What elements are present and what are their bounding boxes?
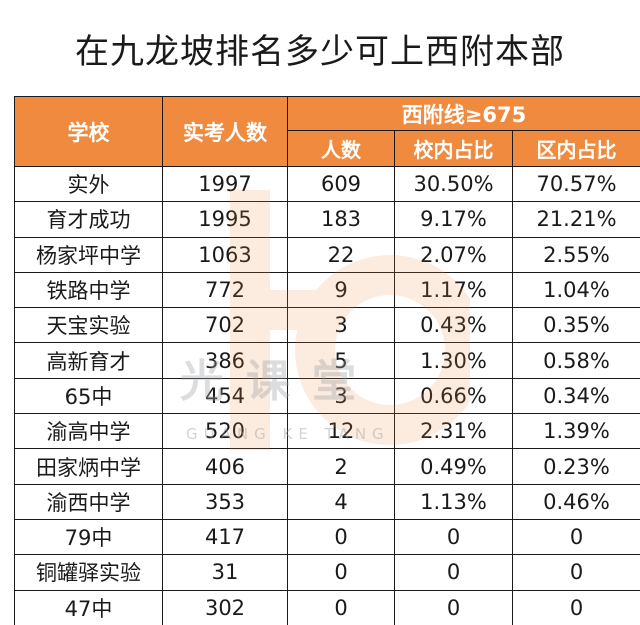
cell-school-ratio: 1.30% (394, 342, 513, 379)
cell-district-ratio: 2.55% (512, 236, 640, 273)
cell-district-ratio: 0.35% (512, 307, 640, 344)
header-school: 学校 (14, 96, 163, 167)
cell-people: 22 (287, 236, 395, 273)
cell-actual-count: 417 (162, 518, 288, 556)
cell-people: 4 (287, 483, 395, 520)
cell-actual-count: 702 (162, 307, 288, 344)
table-row: 渝高中学 520 12 2.31% 1.39% (14, 413, 640, 450)
cell-school-ratio: 0 (394, 518, 513, 556)
cell-people: 3 (287, 377, 395, 415)
page-title: 在九龙坡排名多少可上西附本部 (75, 31, 565, 72)
cell-district-ratio: 0.34% (512, 377, 640, 415)
cell-district-ratio: 0.58% (512, 342, 640, 379)
cell-school-ratio: 0 (394, 554, 513, 591)
table-row: 杨家坪中学 1063 22 2.07% 2.55% (14, 236, 640, 273)
cell-school-ratio: 0.66% (394, 377, 513, 415)
cell-actual-count: 1063 (162, 236, 288, 273)
cell-school-ratio: 0 (394, 589, 513, 625)
cell-school: 渝高中学 (14, 413, 163, 450)
table-row: 天宝实验 702 3 0.43% 0.35% (14, 307, 640, 344)
cell-district-ratio: 21.21% (512, 201, 640, 238)
cell-school: 79中 (14, 518, 163, 556)
cell-school-ratio: 2.31% (394, 413, 513, 450)
header-school-ratio: 校内占比 (394, 130, 513, 167)
cell-people: 183 (287, 201, 395, 238)
cell-people: 2 (287, 448, 395, 485)
cell-school-ratio: 2.07% (394, 236, 513, 273)
table-row: 铜罐驿实验 31 0 0 0 (14, 554, 640, 591)
cell-people: 5 (287, 342, 395, 379)
cell-actual-count: 386 (162, 342, 288, 379)
cell-school: 天宝实验 (14, 307, 163, 344)
cell-people: 3 (287, 307, 395, 344)
cell-people: 609 (287, 165, 395, 203)
cell-school: 田家炳中学 (14, 448, 163, 485)
cell-people: 0 (287, 589, 395, 625)
cell-school-ratio: 9.17% (394, 201, 513, 238)
cell-district-ratio: 70.57% (512, 165, 640, 203)
table-row: 79中 417 0 0 0 (14, 518, 640, 556)
cell-people: 12 (287, 413, 395, 450)
table-row: 高新育才 386 5 1.30% 0.58% (14, 342, 640, 379)
header-actual-count: 实考人数 (162, 96, 288, 167)
cell-actual-count: 406 (162, 448, 288, 485)
table-row: 47中 302 0 0 0 (14, 589, 640, 625)
table-row: 田家炳中学 406 2 0.49% 0.23% (14, 448, 640, 485)
cell-school: 高新育才 (14, 342, 163, 379)
cell-district-ratio: 0.23% (512, 448, 640, 485)
table-row: 65中 454 3 0.66% 0.34% (14, 377, 640, 415)
cell-school: 杨家坪中学 (14, 236, 163, 273)
cell-actual-count: 1995 (162, 201, 288, 238)
cell-school: 实外 (14, 165, 163, 203)
header-group: 西附线≥675 (287, 96, 640, 131)
cell-school: 育才成功 (14, 201, 163, 238)
cell-actual-count: 1997 (162, 165, 288, 203)
cell-school-ratio: 1.13% (394, 483, 513, 520)
cell-people: 9 (287, 271, 395, 309)
cell-school-ratio: 1.17% (394, 271, 513, 309)
table-row: 铁路中学 772 9 1.17% 1.04% (14, 271, 640, 309)
header-district-ratio: 区内占比 (512, 130, 640, 167)
cell-actual-count: 772 (162, 271, 288, 309)
table-row: 渝西中学 353 4 1.13% 0.46% (14, 483, 640, 520)
cell-people: 0 (287, 518, 395, 556)
cell-district-ratio: 0 (512, 589, 640, 625)
cell-district-ratio: 0 (512, 518, 640, 556)
cell-school: 铁路中学 (14, 271, 163, 309)
cell-school: 渝西中学 (14, 483, 163, 520)
cell-school-ratio: 0.49% (394, 448, 513, 485)
cell-actual-count: 302 (162, 589, 288, 625)
cell-district-ratio: 0.46% (512, 483, 640, 520)
cell-district-ratio: 1.39% (512, 413, 640, 450)
header-people: 人数 (287, 130, 395, 167)
table-body: 实外 1997 609 30.50% 70.57% 育才成功 1995 183 9.17% 21.… (14, 165, 640, 625)
ranking-table: 学校 实考人数 西附线≥675 人数 校内占比 区内占比 实外 1997 609 30… (14, 96, 640, 625)
table-row: 育才成功 1995 183 9.17% 21.21% (14, 201, 640, 238)
cell-actual-count: 31 (162, 554, 288, 591)
cell-school: 65中 (14, 377, 163, 415)
table-row: 实外 1997 609 30.50% 70.57% (14, 165, 640, 203)
cell-actual-count: 520 (162, 413, 288, 450)
cell-district-ratio: 0 (512, 554, 640, 591)
cell-people: 0 (287, 554, 395, 591)
cell-school: 47中 (14, 589, 163, 625)
cell-school-ratio: 0.43% (394, 307, 513, 344)
cell-school-ratio: 30.50% (394, 165, 513, 203)
cell-actual-count: 454 (162, 377, 288, 415)
cell-district-ratio: 1.04% (512, 271, 640, 309)
cell-actual-count: 353 (162, 483, 288, 520)
cell-school: 铜罐驿实验 (14, 554, 163, 591)
